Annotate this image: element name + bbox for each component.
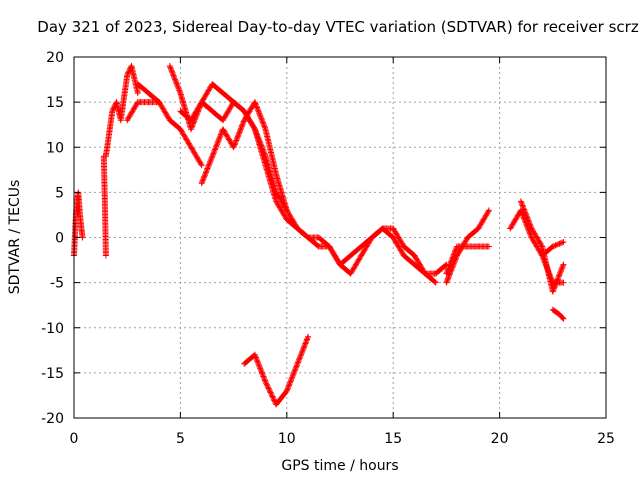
x-tick-label: 5	[176, 431, 185, 447]
series-points	[102, 63, 141, 160]
y-tick-label: 20	[46, 50, 64, 66]
y-tick-label: 15	[46, 95, 64, 111]
y-tick-label: 0	[55, 231, 64, 247]
x-tick-label: 15	[384, 431, 402, 447]
series-track-3	[102, 63, 141, 160]
series-track-4	[124, 99, 163, 124]
series-points	[539, 239, 567, 259]
chart-title: Day 321 of 2023, Sidereal Day-to-day VTE…	[37, 18, 639, 36]
series-track-1	[71, 189, 86, 259]
series-points	[241, 333, 312, 408]
series-track-17	[549, 306, 567, 322]
y-axis-label: SDTVAR / TECUs	[7, 180, 23, 295]
series-track-12	[443, 207, 492, 286]
series-track-11	[326, 225, 450, 277]
x-tick-label: 20	[491, 431, 509, 447]
y-ticks: -20 -15 -10 -5 0 5 10 15 20	[41, 50, 606, 427]
series-track-9	[241, 333, 312, 408]
x-tick-label: 10	[278, 431, 296, 447]
series-points	[549, 306, 567, 322]
x-tick-label: 0	[70, 431, 79, 447]
data-points	[71, 63, 567, 408]
series-track-13	[443, 243, 492, 277]
series-points	[443, 243, 492, 277]
series-track-8	[198, 99, 333, 250]
y-tick-label: -5	[50, 276, 64, 292]
series-points	[443, 207, 492, 286]
y-tick-label: -20	[41, 411, 64, 427]
y-tick-label: -15	[41, 366, 64, 382]
series-track-16	[539, 239, 567, 259]
series-points	[71, 189, 86, 259]
series-track-2	[100, 153, 109, 259]
series-points	[100, 153, 109, 259]
grid	[74, 57, 606, 418]
series-points	[326, 225, 450, 277]
series-track-7	[177, 99, 312, 241]
series-points	[134, 81, 205, 169]
series-points	[124, 99, 163, 124]
series-points	[198, 99, 333, 250]
x-tick-label: 25	[597, 431, 615, 447]
x-axis-label: GPS time / hours	[281, 458, 398, 474]
series-track-5	[134, 81, 205, 169]
x-ticks: 0 5 10 15 20 25	[70, 57, 615, 447]
y-tick-label: -10	[41, 321, 64, 337]
y-tick-label: 10	[46, 140, 64, 156]
series-points	[177, 99, 312, 241]
y-tick-label: 5	[55, 185, 64, 201]
